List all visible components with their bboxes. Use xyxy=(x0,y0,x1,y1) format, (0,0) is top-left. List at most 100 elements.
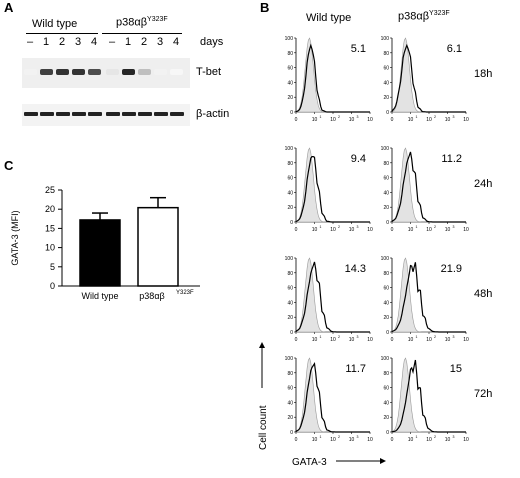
bar-y-tick-label: 20 xyxy=(45,204,55,214)
hist-x-tick-label: 10 xyxy=(367,117,373,123)
gata3-xlabel-text: GATA-3 xyxy=(292,457,327,468)
timepoint-label: 18h xyxy=(474,68,493,80)
lane-label: 3 xyxy=(157,36,164,48)
actin-band xyxy=(40,112,54,116)
lane-label: 3 xyxy=(75,36,82,48)
hist-mfi-value: 15 xyxy=(450,363,462,375)
hist-y-tick-label: 80 xyxy=(287,271,293,277)
hist-y-tick-label: 60 xyxy=(287,386,293,392)
bar xyxy=(137,206,179,287)
gata3-xlabel-svg: GATA-3 xyxy=(292,457,386,468)
hist-mfi-value: 14.3 xyxy=(345,263,366,275)
actin-band xyxy=(122,112,136,116)
hist-y-tick-label: 60 xyxy=(383,176,389,182)
hist-x-tick-label: 10 xyxy=(367,437,373,443)
histogram-panel: 02040608010001011021031046.1 xyxy=(376,30,473,135)
hist-x-tick-exp: 1 xyxy=(416,225,418,229)
hist-y-tick-label: 20 xyxy=(287,205,293,211)
hist-y-tick-label: 60 xyxy=(383,66,389,72)
panel-b-letter: B xyxy=(260,0,270,15)
hist-x-tick-label: 0 xyxy=(295,117,298,123)
hist-y-tick-label: 100 xyxy=(381,36,390,42)
hist-y-tick-label: 40 xyxy=(287,190,293,196)
actin-band xyxy=(24,112,38,116)
hist-x-tick-label: 10 xyxy=(330,437,336,443)
actin-band xyxy=(106,112,120,116)
tbet-band xyxy=(106,69,119,75)
tbet-band xyxy=(24,69,37,75)
histogram-panel: 020406080100010110210310411.7 xyxy=(280,350,377,455)
histogram-svg: 020406080100010110210310415 xyxy=(381,356,473,443)
hist-x-tick-exp: 1 xyxy=(320,115,322,119)
histogram-svg: 02040608010001011021031049.4 xyxy=(285,146,377,233)
hist-sample-curve xyxy=(391,43,466,113)
hist-y-tick-label: 100 xyxy=(381,356,390,362)
panel-b-col-mut-text: p38αβ xyxy=(398,10,430,23)
actin-label: β-actin xyxy=(196,108,230,120)
timepoint-label: 24h xyxy=(474,178,493,190)
hist-y-tick-label: 60 xyxy=(287,176,293,182)
hist-x-tick-exp: 2 xyxy=(434,435,436,439)
hist-x-tick-label: 10 xyxy=(349,337,355,343)
lane-label: 2 xyxy=(141,36,148,48)
hist-x-tick-label: 10 xyxy=(408,437,414,443)
hist-mfi-value: 21.9 xyxy=(441,263,462,275)
hist-sample-curve xyxy=(391,151,466,223)
lane-label: 4 xyxy=(91,36,98,48)
xlabel-arrow-head xyxy=(380,458,386,464)
panel-b-col-mut: p38αβY323F xyxy=(398,10,450,23)
histogram-panel: 020406080100010110210310421.9 xyxy=(376,250,473,355)
cell-count-ylabel-svg: Cell count xyxy=(258,342,269,450)
tbet-band xyxy=(40,69,53,75)
hist-x-tick-label: 10 xyxy=(349,227,355,233)
panel-a-group-mut-text: p38αβ xyxy=(116,16,148,29)
hist-sample-curve xyxy=(295,43,370,113)
panel-a-group-mut-line xyxy=(102,33,182,34)
hist-x-tick-exp: 3 xyxy=(453,435,455,439)
histogram-svg: 020406080100010110210310414.3 xyxy=(285,256,377,343)
panel-b-col-mut-sup: Y323F xyxy=(429,10,450,17)
hist-x-tick-label: 10 xyxy=(408,227,414,233)
hist-x-tick-label: 10 xyxy=(312,337,318,343)
panel-a-group-mut-sup: Y323F xyxy=(147,16,168,23)
histogram-svg: 020406080100010110210310421.9 xyxy=(381,256,473,343)
hist-x-tick-exp: 3 xyxy=(357,225,359,229)
hist-y-tick-label: 40 xyxy=(287,300,293,306)
bar xyxy=(79,219,121,287)
histogram-svg: 02040608010001011021031046.1 xyxy=(381,36,473,123)
hist-x-tick-label: 10 xyxy=(445,337,451,343)
hist-y-tick-label: 0 xyxy=(386,110,389,116)
hist-x-tick-exp: 3 xyxy=(453,335,455,339)
hist-y-tick-label: 100 xyxy=(381,146,390,152)
hist-x-tick-label: 10 xyxy=(312,117,318,123)
hist-sample-curve xyxy=(391,262,466,333)
hist-y-tick-label: 100 xyxy=(381,256,390,262)
tbet-band xyxy=(72,69,85,75)
hist-y-tick-label: 0 xyxy=(290,330,293,336)
actin-band xyxy=(56,112,70,116)
actin-band xyxy=(154,112,168,116)
hist-x-tick-exp: 1 xyxy=(416,435,418,439)
hist-y-tick-label: 0 xyxy=(290,110,293,116)
hist-x-tick-exp: 2 xyxy=(434,115,436,119)
gata3-xlabel: GATA-3 xyxy=(292,454,392,470)
hist-y-tick-label: 0 xyxy=(386,220,389,226)
hist-sample-curve xyxy=(295,362,370,433)
bar-y-tick-label: 10 xyxy=(45,243,55,253)
bar-y-tick-label: 25 xyxy=(45,185,55,195)
bar-y-tick-label: 0 xyxy=(50,281,55,291)
lane-label: – xyxy=(27,36,34,48)
hist-y-tick-label: 20 xyxy=(287,315,293,321)
hist-x-tick-exp: 3 xyxy=(357,435,359,439)
hist-x-tick-exp: 1 xyxy=(320,435,322,439)
panel-a-group-wt: Wild type xyxy=(32,18,78,30)
hist-sample-curve xyxy=(391,359,466,433)
lane-label: 1 xyxy=(43,36,50,48)
hist-y-tick-label: 0 xyxy=(290,220,293,226)
panel-b-col-wt: Wild type xyxy=(306,12,352,24)
histogram-svg: 020406080100010110210310411.7 xyxy=(285,356,377,443)
bar-y-tick-label: 15 xyxy=(45,223,55,233)
hist-y-tick-label: 100 xyxy=(285,146,294,152)
hist-x-tick-exp: 2 xyxy=(338,335,340,339)
histogram-panel: 02040608010001011021031045.1 xyxy=(280,30,377,135)
